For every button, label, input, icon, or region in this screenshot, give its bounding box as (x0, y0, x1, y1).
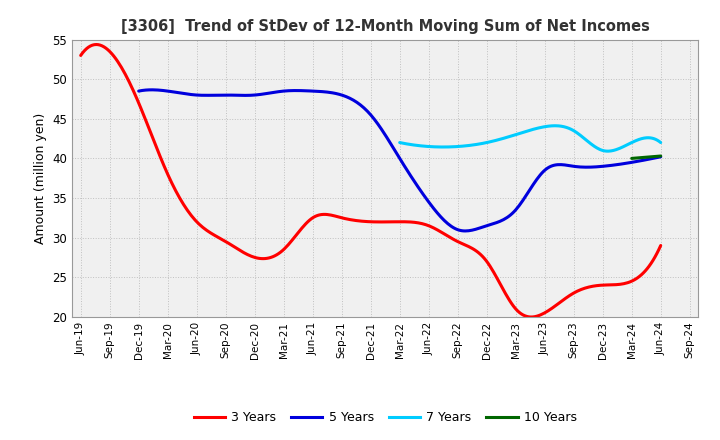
3 Years (423, 223, 432, 228)
Line: 10 Years: 10 Years (631, 156, 661, 158)
Line: 7 Years: 7 Years (400, 126, 661, 151)
3 Years (92, 42, 101, 47)
5 Years (657, 154, 665, 159)
3 Years (78, 50, 87, 55)
Line: 3 Years: 3 Years (81, 44, 661, 317)
7 Years (552, 123, 560, 128)
3 Years (76, 53, 85, 58)
5 Years (456, 228, 464, 233)
3 Years (433, 227, 442, 233)
3 Years (569, 290, 577, 296)
5 Years (136, 88, 145, 93)
7 Years (603, 149, 612, 154)
5 Years (461, 228, 469, 234)
Y-axis label: Amount (million yen): Amount (million yen) (34, 113, 47, 244)
7 Years (657, 140, 665, 145)
3 Years (526, 314, 535, 319)
7 Years (617, 145, 626, 150)
5 Years (135, 88, 143, 94)
5 Years (147, 87, 156, 92)
3 Years (606, 282, 615, 287)
7 Years (634, 137, 642, 143)
7 Years (550, 123, 559, 128)
7 Years (395, 140, 404, 145)
3 Years (657, 243, 665, 248)
10 Years (627, 156, 636, 161)
5 Years (445, 222, 454, 227)
7 Years (556, 124, 564, 129)
Legend: 3 Years, 5 Years, 7 Years, 10 Years: 3 Years, 5 Years, 7 Years, 10 Years (189, 406, 582, 429)
Title: [3306]  Trend of StDev of 12-Month Moving Sum of Net Incomes: [3306] Trend of StDev of 12-Month Moving… (121, 19, 649, 34)
3 Years (422, 222, 431, 227)
7 Years (396, 140, 405, 145)
Line: 5 Years: 5 Years (139, 90, 661, 231)
5 Years (447, 224, 456, 229)
10 Years (657, 154, 665, 159)
5 Years (611, 162, 620, 168)
5 Years (578, 165, 587, 170)
7 Years (551, 123, 559, 128)
